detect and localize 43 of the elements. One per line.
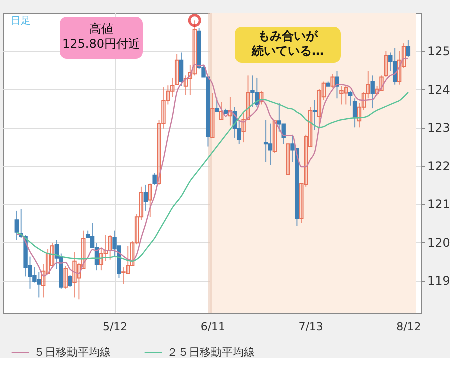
candlestick xyxy=(148,183,152,218)
candlestick xyxy=(99,247,104,272)
candlestick xyxy=(184,75,188,96)
y-tick-label: 119 xyxy=(428,274,450,288)
y-tick-label: 120 xyxy=(428,236,450,250)
y-tick-label: 121 xyxy=(428,198,450,212)
candlestick xyxy=(68,274,72,288)
candlestick xyxy=(348,90,353,106)
candlestick xyxy=(210,92,215,138)
candlestick xyxy=(340,86,344,106)
legend-label: ５日移動平均線 xyxy=(34,346,111,359)
candlestick xyxy=(219,102,224,121)
annotation: 日足 xyxy=(11,16,31,27)
x-tick-label: 8/12 xyxy=(396,320,422,334)
candlestick xyxy=(406,40,411,58)
annotation: 高値 125.80円付近 xyxy=(62,22,140,51)
candlestick xyxy=(192,20,197,76)
candlestick xyxy=(272,120,278,154)
candlestick xyxy=(312,100,318,131)
candlestick xyxy=(108,234,112,260)
legend-label: ２５日移動平均線 xyxy=(167,346,255,359)
y-tick-label: 124 xyxy=(428,82,450,97)
x-tick-label: 6/11 xyxy=(200,320,226,334)
x-tick-label: 5/12 xyxy=(102,320,128,334)
candlestick xyxy=(286,144,290,176)
candlestick xyxy=(352,98,358,128)
candlestick xyxy=(330,74,335,88)
candlestick xyxy=(64,265,68,290)
candlestick xyxy=(152,173,157,186)
candlestick xyxy=(264,120,268,163)
y-tick-label: 123 xyxy=(428,121,450,136)
candlestick xyxy=(144,184,148,212)
candlestick xyxy=(228,96,233,126)
candlestick xyxy=(268,123,273,166)
annotation: もみ合いが続いている… xyxy=(251,29,324,58)
candlestick xyxy=(260,90,264,106)
candlestick xyxy=(370,75,375,110)
y-tick-label: 122 xyxy=(428,159,450,174)
y-tick-label: 125 xyxy=(428,44,450,59)
x-tick-label: 7/13 xyxy=(298,320,324,334)
candlestick xyxy=(335,70,340,100)
candlestick xyxy=(215,97,220,112)
candlestick xyxy=(179,52,184,87)
